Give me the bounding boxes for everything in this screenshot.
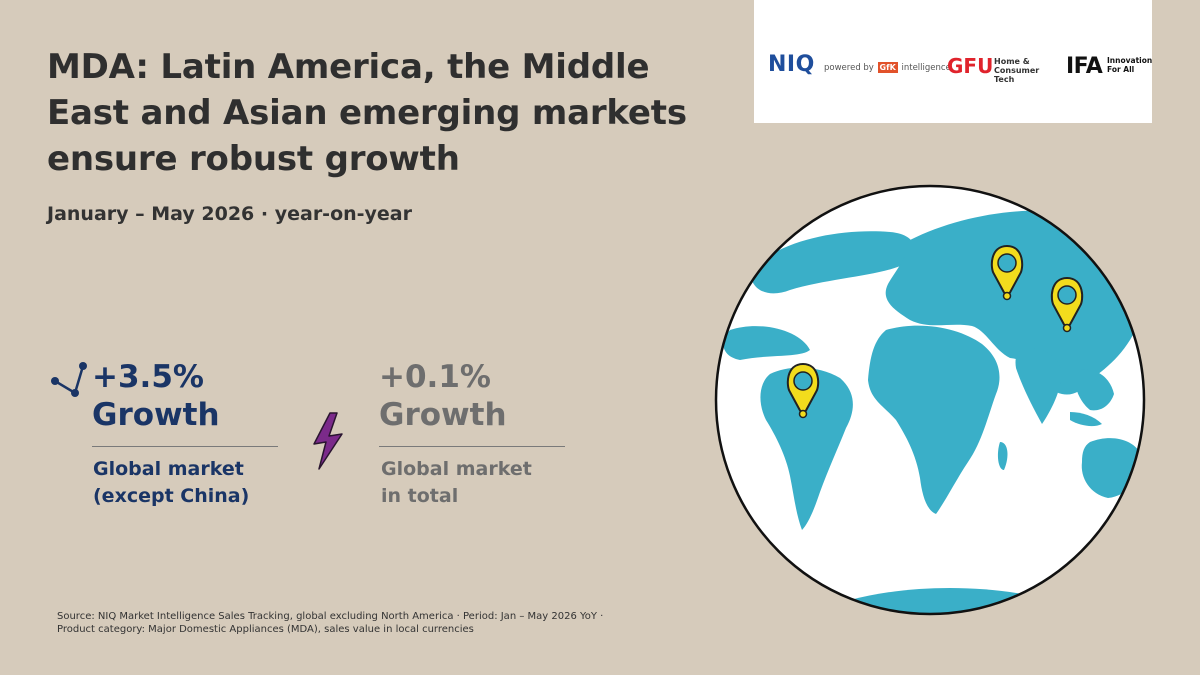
ifa-tagline-2: For All bbox=[1107, 65, 1135, 74]
partner-logos: NIQ powered by GfK intelligence GFU Home… bbox=[754, 0, 1152, 123]
location-pin-icon bbox=[990, 244, 1024, 301]
trend-up-icon bbox=[51, 362, 87, 397]
period-subtitle: January – May 2026 · year-on-year bbox=[47, 203, 412, 225]
ifa-tagline-1: Innovation bbox=[1107, 56, 1153, 65]
lightning-icon bbox=[313, 412, 343, 470]
niq-powered-text: powered by bbox=[824, 63, 874, 73]
source-line-1: Source: NIQ Market Intelligence Sales Tr… bbox=[57, 611, 604, 622]
eurasia-shape bbox=[885, 210, 1144, 395]
stat-global-except-china-value: +3.5% Growth bbox=[92, 358, 220, 434]
stat-2-divider bbox=[379, 446, 565, 447]
source-note: Source: NIQ Market Intelligence Sales Tr… bbox=[57, 610, 617, 636]
gfu-tagline-1: Home & bbox=[994, 57, 1030, 66]
stat-2-percent: +0.1% bbox=[379, 359, 491, 395]
gfk-logo: GfK bbox=[877, 62, 898, 73]
niq-logo: NIQ bbox=[768, 52, 815, 77]
indonesia-shape bbox=[1070, 412, 1102, 427]
stat-1-percent: +3.5% bbox=[92, 359, 204, 395]
page-title: MDA: Latin America, the Middle East and … bbox=[47, 47, 687, 179]
source-line-2: Product category: Major Domestic Applian… bbox=[57, 624, 474, 635]
stat-global-except-china-label: Global market (except China) bbox=[93, 456, 249, 510]
globe-icon bbox=[714, 184, 1146, 616]
gfu-tagline: Home & Consumer Tech bbox=[994, 57, 1054, 84]
stat-global-total-label: Global market in total bbox=[381, 456, 532, 510]
niq-intelligence-text: intelligence bbox=[901, 63, 951, 73]
globe-outline bbox=[714, 184, 1146, 616]
location-pin-icon bbox=[786, 362, 820, 419]
north-america-shape bbox=[723, 326, 810, 360]
madagascar-shape bbox=[997, 442, 1008, 470]
location-pin-icon bbox=[1050, 276, 1084, 333]
ifa-tagline: Innovation For All bbox=[1107, 56, 1152, 74]
stat-2-word: Growth bbox=[379, 397, 507, 433]
niq-powered-by: powered by GfK intelligence bbox=[824, 62, 951, 73]
stat-global-total-value: +0.1% Growth bbox=[379, 358, 507, 434]
stat-1-label-2: (except China) bbox=[93, 485, 250, 507]
stat-1-word: Growth bbox=[92, 397, 220, 433]
southeast-asia-shape bbox=[1074, 369, 1114, 411]
stat-2-label-2: in total bbox=[381, 485, 459, 507]
india-shape bbox=[1015, 347, 1062, 424]
stat-1-divider bbox=[92, 446, 278, 447]
gfu-logo: GFU bbox=[947, 54, 994, 78]
greenland-shape bbox=[750, 231, 915, 294]
africa-shape bbox=[868, 325, 1000, 514]
ifa-logo: IFA bbox=[1066, 54, 1103, 79]
stat-1-label-1: Global market bbox=[93, 458, 244, 480]
stat-2-label-1: Global market bbox=[381, 458, 532, 480]
south-america-shape bbox=[760, 367, 853, 530]
gfu-tagline-2: Consumer Tech bbox=[994, 66, 1040, 84]
